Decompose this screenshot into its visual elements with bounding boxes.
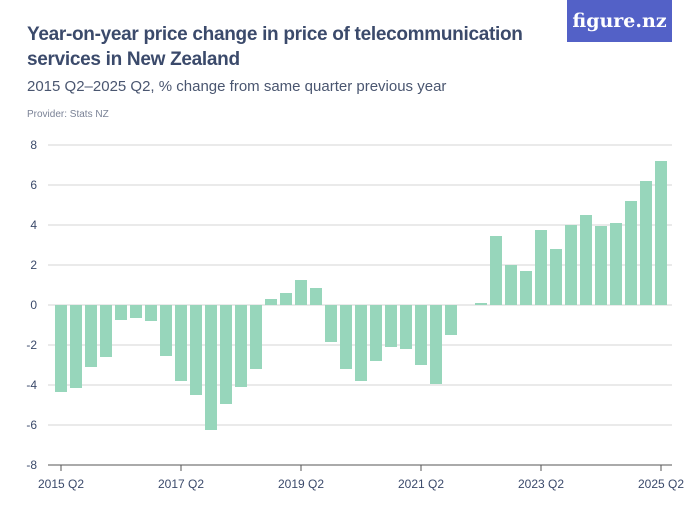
y-tick-label: -8 xyxy=(26,458,37,472)
bar-2021-q2 xyxy=(415,305,427,365)
figure-nz-logo[interactable]: figure.nz xyxy=(567,0,672,42)
y-tick-label: 4 xyxy=(30,218,37,232)
x-tick-label: 2019 Q2 xyxy=(278,477,324,491)
y-tick-label: 8 xyxy=(30,138,37,152)
bar-2017-q3 xyxy=(190,305,202,395)
bar-2015-q4 xyxy=(85,305,97,367)
bar-2024-q1 xyxy=(580,215,592,305)
x-tick-label: 2017 Q2 xyxy=(158,477,204,491)
x-tick-label: 2021 Q2 xyxy=(398,477,444,491)
y-tick-label: 0 xyxy=(30,298,37,312)
bar-2022-q4 xyxy=(505,265,517,305)
bar-2015-q3 xyxy=(70,305,82,388)
x-tick-label: 2015 Q2 xyxy=(38,477,84,491)
bar-2018-q4 xyxy=(265,299,277,305)
chart-title: Year-on-year price change in price of te… xyxy=(27,24,523,70)
bar-2020-q4 xyxy=(385,305,397,347)
y-tick-label: 6 xyxy=(30,178,37,192)
bar-2019-q4 xyxy=(325,305,337,342)
bar-2021-q3 xyxy=(430,305,442,384)
bar-2024-q3 xyxy=(610,223,622,305)
y-tick-label: -6 xyxy=(26,418,37,432)
bar-2016-q2 xyxy=(115,305,127,320)
bar-2017-q4 xyxy=(205,305,217,430)
bar-2023-q1 xyxy=(520,271,532,305)
bar-2020-q2 xyxy=(355,305,367,381)
bar-2020-q3 xyxy=(370,305,382,361)
bar-2024-q2 xyxy=(595,226,607,305)
bar-2019-q2 xyxy=(295,280,307,305)
bar-2021-q4 xyxy=(445,305,457,335)
bar-2015-q2 xyxy=(55,305,67,392)
bar-2022-q3 xyxy=(490,236,502,305)
bar-2022-q2 xyxy=(475,303,487,305)
bar-2018-q1 xyxy=(220,305,232,404)
bar-2023-q3 xyxy=(550,249,562,305)
bar-2016-q1 xyxy=(100,305,112,357)
bar-2024-q4 xyxy=(625,201,637,305)
bar-2017-q2 xyxy=(175,305,187,381)
bar-2017-q1 xyxy=(160,305,172,356)
bar-2021-q1 xyxy=(400,305,412,349)
x-tick-label: 2023 Q2 xyxy=(518,477,564,491)
bar-2023-q2 xyxy=(535,230,547,305)
y-tick-label: 2 xyxy=(30,258,37,272)
bar-2025-q2 xyxy=(655,161,667,305)
bar-2019-q1 xyxy=(280,293,292,305)
bar-2019-q3 xyxy=(310,288,322,305)
provider-label: Provider: Stats NZ xyxy=(27,109,109,120)
bar-2016-q3 xyxy=(130,305,142,318)
bar-2018-q2 xyxy=(235,305,247,387)
y-tick-label: -2 xyxy=(26,338,37,352)
bar-2016-q4 xyxy=(145,305,157,321)
chart-subtitle: 2015 Q2–2025 Q2, % change from same quar… xyxy=(27,78,447,95)
bar-2025-q1 xyxy=(640,181,652,305)
bar-2018-q3 xyxy=(250,305,262,369)
y-tick-label: -4 xyxy=(26,378,37,392)
bar-2023-q4 xyxy=(565,225,577,305)
bar-2020-q1 xyxy=(340,305,352,369)
x-tick-label: 2025 Q2 xyxy=(638,477,684,491)
